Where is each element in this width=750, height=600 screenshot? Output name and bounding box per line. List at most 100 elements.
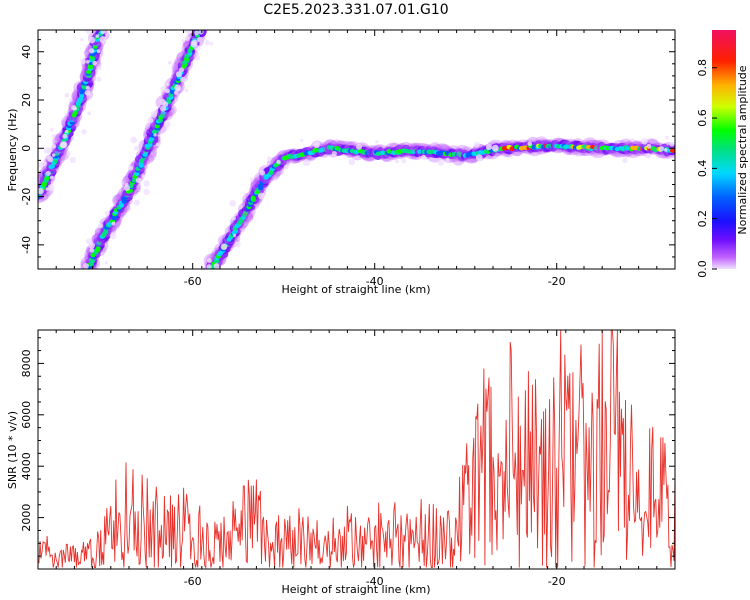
spectrogram-frame <box>37 29 676 270</box>
snr-panel: -60 -40 -20 2000 4000 6000 8000 Height of stra… <box>6 329 676 596</box>
heat-speckle <box>134 145 139 151</box>
colorbar-tick-label: 0.8 <box>696 59 709 77</box>
heat-speckle <box>641 138 648 145</box>
spectrogram-x-tick-label: -60 <box>184 275 202 288</box>
heat-cell <box>250 195 256 201</box>
heat-speckle <box>155 142 160 147</box>
heat-speckle <box>355 143 363 150</box>
spectral-noise <box>29 30 675 269</box>
heat-speckle <box>163 120 171 128</box>
heat-cell <box>417 149 423 154</box>
heat-speckle <box>195 55 201 61</box>
heat-speckle <box>128 165 134 171</box>
heat-cell <box>669 148 675 153</box>
heat-speckle <box>184 30 192 34</box>
heat-speckle <box>80 37 84 42</box>
heat-speckle <box>249 177 254 182</box>
heat-speckle <box>96 76 102 83</box>
snr-x-label: Height of straight line (km) <box>281 583 430 596</box>
heat-speckle <box>133 199 140 206</box>
heat-speckle <box>47 184 55 191</box>
heat-speckle <box>231 216 236 221</box>
heat-speckle <box>669 141 675 147</box>
heat-speckle <box>630 138 635 143</box>
heat-speckle <box>276 159 281 165</box>
heat-cell <box>128 183 134 189</box>
figure-title: C2E5.2023.331.07.01.G10 <box>263 2 448 18</box>
heat-speckle <box>375 140 379 144</box>
heat-cell <box>138 158 145 164</box>
heat-speckle <box>64 129 69 134</box>
heat-speckle <box>85 238 92 245</box>
heat-cell <box>531 144 537 150</box>
heat-speckle <box>194 30 200 36</box>
heat-speckle <box>99 35 107 43</box>
heat-speckle <box>85 85 90 90</box>
heat-speckle <box>491 144 499 152</box>
heat-speckle <box>51 144 57 149</box>
colorbar: 0.0 0.2 0.4 0.6 0.8 Normalized spectral ampl… <box>696 30 749 278</box>
heat-speckle <box>69 97 73 102</box>
snr-y-tick-label: 6000 <box>20 401 33 429</box>
heat-speckle <box>47 156 54 163</box>
heat-speckle <box>97 66 102 71</box>
heat-speckle <box>85 30 92 34</box>
heat-speckle <box>195 52 200 57</box>
heat-speckle <box>104 261 108 265</box>
heat-speckle <box>173 90 179 95</box>
heat-speckle <box>96 49 101 54</box>
heat-speckle <box>95 34 100 38</box>
heat-speckle <box>198 30 204 35</box>
heat-cell <box>257 183 263 189</box>
heat-speckle <box>220 243 228 251</box>
heat-speckle <box>38 163 44 168</box>
heat-speckle <box>197 36 203 43</box>
heat-speckle <box>175 71 182 78</box>
heat-speckle <box>180 77 186 83</box>
heat-speckle <box>109 232 117 240</box>
heat-speckle <box>87 111 92 116</box>
heat-speckle <box>29 174 36 181</box>
heat-speckle <box>184 35 190 41</box>
heat-cell <box>95 246 101 251</box>
heat-speckle <box>475 154 483 162</box>
heat-speckle <box>622 157 628 164</box>
spectrogram-y-tick-label: -40 <box>20 236 33 254</box>
heat-speckle <box>401 158 407 164</box>
heat-speckle <box>257 192 265 200</box>
heat-speckle <box>89 248 95 253</box>
heat-speckle <box>104 210 110 217</box>
heat-speckle <box>153 133 157 137</box>
heat-speckle <box>135 177 142 184</box>
heat-speckle <box>300 138 304 143</box>
heat-speckle <box>45 170 51 176</box>
heat-speckle <box>184 88 189 93</box>
heat-speckle <box>100 30 106 35</box>
heat-speckle <box>38 187 44 195</box>
heat-cell <box>312 147 318 153</box>
heat-speckle <box>165 82 170 86</box>
heat-speckle <box>143 188 150 196</box>
spectrogram-x-tick-label: -40 <box>366 275 384 288</box>
heat-speckle <box>207 258 212 264</box>
colorbar-tick-label: 0.2 <box>696 210 709 228</box>
heat-speckle <box>160 86 167 92</box>
heat-speckle <box>348 158 355 166</box>
heat-speckle <box>181 39 185 43</box>
heat-speckle <box>89 48 95 54</box>
snr-y-tick-label: 8000 <box>20 349 33 377</box>
heat-speckle <box>124 185 130 192</box>
heat-speckle <box>229 200 237 207</box>
heat-speckle <box>663 148 668 152</box>
heat-speckle <box>97 223 104 229</box>
colorbar-tick-label: 0.4 <box>696 160 709 178</box>
heat-speckle <box>167 60 172 65</box>
heat-speckle <box>473 141 480 148</box>
snr-y-tick-label: 4000 <box>20 452 33 480</box>
heat-speckle <box>665 135 669 140</box>
heat-speckle <box>141 174 146 179</box>
heat-speckle <box>303 159 310 167</box>
heat-speckle <box>527 141 533 147</box>
heat-cell <box>364 150 371 156</box>
